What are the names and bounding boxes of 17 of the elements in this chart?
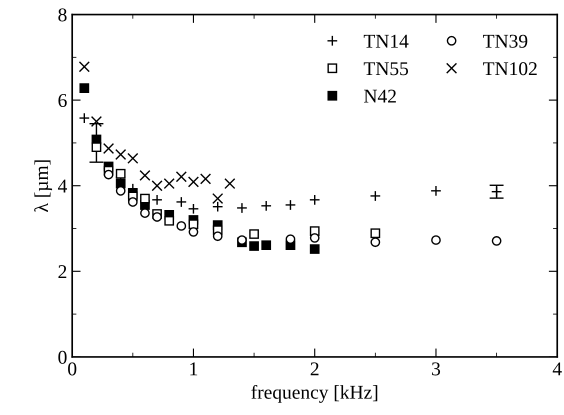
y-axis-title: λ [µm] bbox=[34, 160, 52, 212]
legend-label: TN39 bbox=[483, 34, 528, 48]
x-tick-label: 1 bbox=[190, 362, 198, 376]
y-tick-label: 8 bbox=[58, 8, 67, 22]
y-tick-label: 6 bbox=[58, 94, 67, 108]
y-tick-label: 4 bbox=[58, 180, 68, 192]
x-tick-label: 4 bbox=[552, 362, 562, 376]
x-tick-label: 3 bbox=[432, 362, 440, 376]
x-axis-title: frequency [kHz] bbox=[251, 384, 378, 403]
x-tick-label: 0 bbox=[68, 362, 76, 376]
x-tick-label: 2 bbox=[310, 362, 318, 376]
y-tick-label: 2 bbox=[58, 265, 66, 278]
legend-label: TN14 bbox=[364, 34, 409, 48]
y-tick-label: 0 bbox=[58, 350, 67, 364]
legend-label: TN102 bbox=[483, 62, 537, 76]
legend-label: N42 bbox=[364, 90, 396, 103]
legend-label: TN55 bbox=[364, 62, 408, 76]
